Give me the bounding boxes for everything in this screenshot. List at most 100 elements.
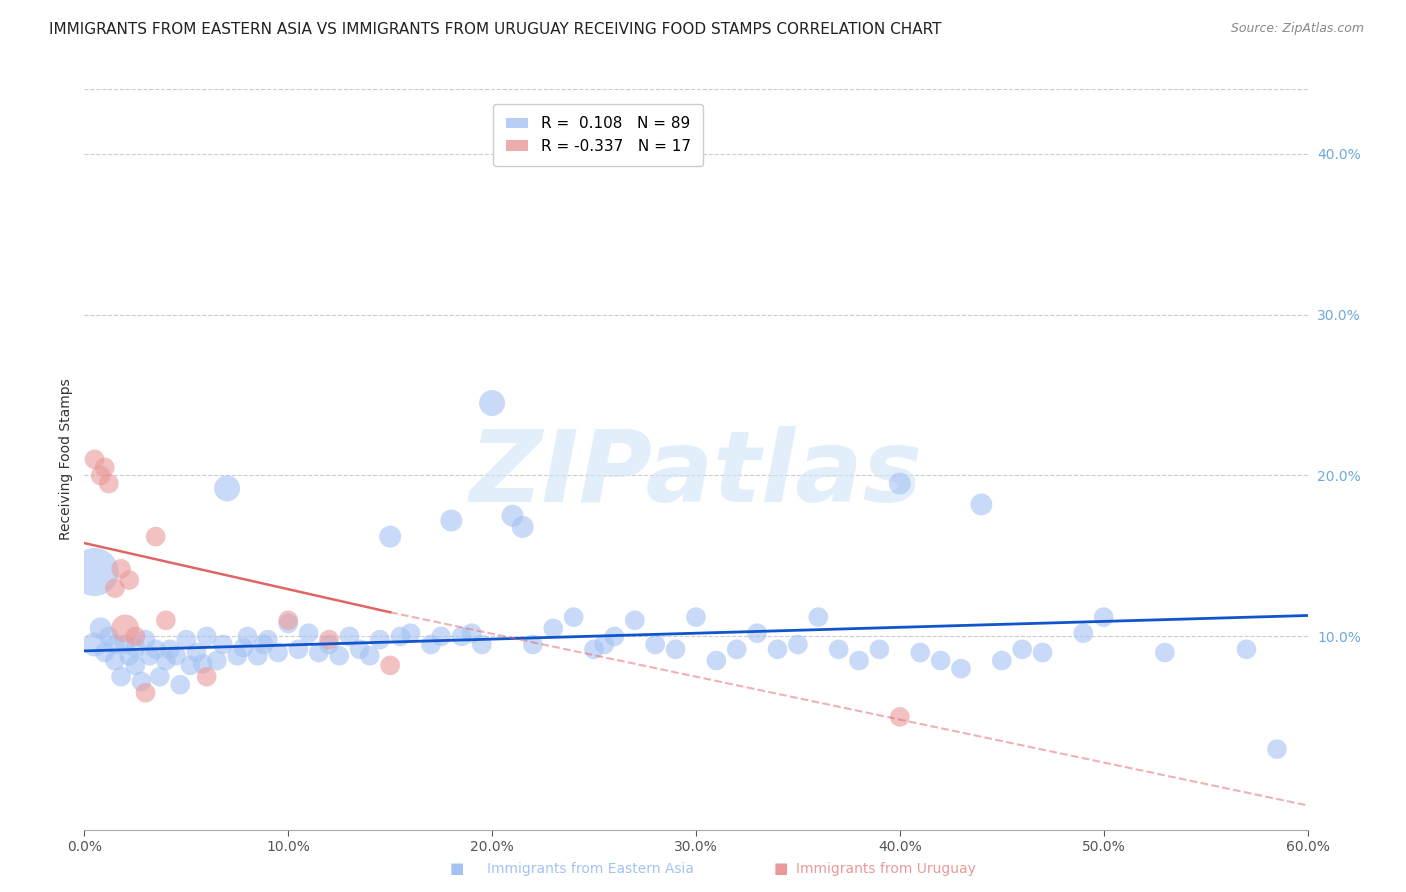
Text: Immigrants from Uruguay: Immigrants from Uruguay [796,862,976,876]
Point [807,610,830,624]
Point [267,646,290,660]
Point [502,508,524,523]
Point [1236,642,1258,657]
Point [461,626,484,640]
Text: Immigrants from Eastern Asia: Immigrants from Eastern Asia [486,862,695,876]
Point [97,476,120,491]
Point [104,581,127,595]
Point [440,514,463,528]
Point [277,616,299,631]
Text: ■: ■ [450,861,464,876]
Point [236,629,259,643]
Point [869,642,891,657]
Point [889,476,911,491]
Point [380,530,402,544]
Point [339,629,361,643]
Point [135,686,157,700]
Point [104,654,127,668]
Point [430,629,453,643]
Point [138,648,160,663]
Point [420,637,443,651]
Point [1011,642,1033,657]
Point [828,642,851,657]
Point [212,637,235,651]
Point [110,670,132,684]
Point [205,654,228,668]
Point [257,632,280,647]
Point [1032,646,1054,660]
Point [253,637,276,651]
Point [169,678,191,692]
Text: Source: ZipAtlas.com: Source: ZipAtlas.com [1230,22,1364,36]
Point [93,460,115,475]
Point [217,481,239,495]
Point [159,642,181,657]
Point [991,654,1014,668]
Point [155,654,177,668]
Point [155,613,177,627]
Point [380,658,402,673]
Point [481,396,503,410]
Point [328,648,350,663]
Point [287,642,309,657]
Point [950,662,973,676]
Point [232,640,254,655]
Point [1265,742,1288,756]
Point [149,670,172,684]
Point [246,648,269,663]
Point [848,654,870,668]
Point [145,642,167,657]
Y-axis label: Receiving Food Stamps: Receiving Food Stamps [59,378,73,541]
Point [399,626,422,640]
Point [685,610,707,624]
Point [131,674,153,689]
Point [583,642,606,657]
Point [118,573,141,587]
Point [93,646,115,660]
Point [318,632,340,647]
Point [298,626,321,640]
Point [603,629,626,643]
Point [543,621,565,635]
Point [226,648,249,663]
Text: ■: ■ [773,861,787,876]
Point [522,637,544,651]
Point [787,637,810,651]
Point [308,646,330,660]
Point [124,629,146,643]
Point [929,654,952,668]
Point [593,637,616,651]
Point [1092,610,1115,624]
Point [195,629,218,643]
Point [368,632,391,647]
Point [195,670,218,684]
Point [450,629,472,643]
Point [174,632,197,647]
Point [90,621,112,635]
Point [318,637,340,651]
Point [114,621,136,635]
Legend: R =  0.108   N = 89, R = -0.337   N = 17: R = 0.108 N = 89, R = -0.337 N = 17 [494,104,703,166]
Point [706,654,728,668]
Point [512,520,534,534]
Point [145,530,167,544]
Point [179,658,201,673]
Point [83,565,105,579]
Point [747,626,769,640]
Point [118,648,141,663]
Point [83,452,105,467]
Point [104,637,127,651]
Text: ZIPatlas: ZIPatlas [470,425,922,523]
Point [389,629,412,643]
Point [277,613,299,627]
Point [191,657,214,671]
Point [186,646,208,660]
Point [1154,646,1177,660]
Point [83,637,105,651]
Point [135,632,157,647]
Point [165,648,187,663]
Text: IMMIGRANTS FROM EASTERN ASIA VS IMMIGRANTS FROM URUGUAY RECEIVING FOOD STAMPS CO: IMMIGRANTS FROM EASTERN ASIA VS IMMIGRAN… [49,22,942,37]
Point [359,648,381,663]
Point [97,629,120,643]
Point [970,498,993,512]
